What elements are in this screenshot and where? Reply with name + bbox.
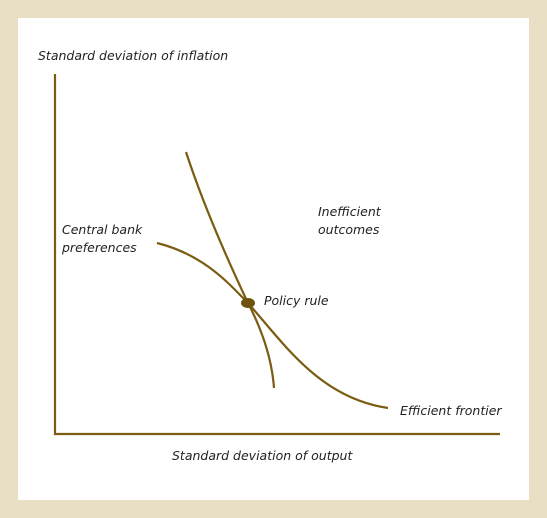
curve-label: Central bank: [62, 222, 143, 237]
curve-label: Efficient frontier: [400, 403, 502, 418]
x-axis-label: Standard deviation of output: [172, 448, 353, 463]
panel: [18, 18, 529, 500]
region-label: Inefficient: [318, 204, 382, 219]
efficient-frontier-curve: [156, 241, 389, 410]
policy-point: [241, 298, 255, 308]
y-axis-label: Standard deviation of inflation: [38, 48, 228, 63]
curve-label: preferences: [61, 240, 137, 255]
point-label: Policy rule: [264, 293, 329, 308]
region-label: outcomes: [318, 222, 380, 237]
